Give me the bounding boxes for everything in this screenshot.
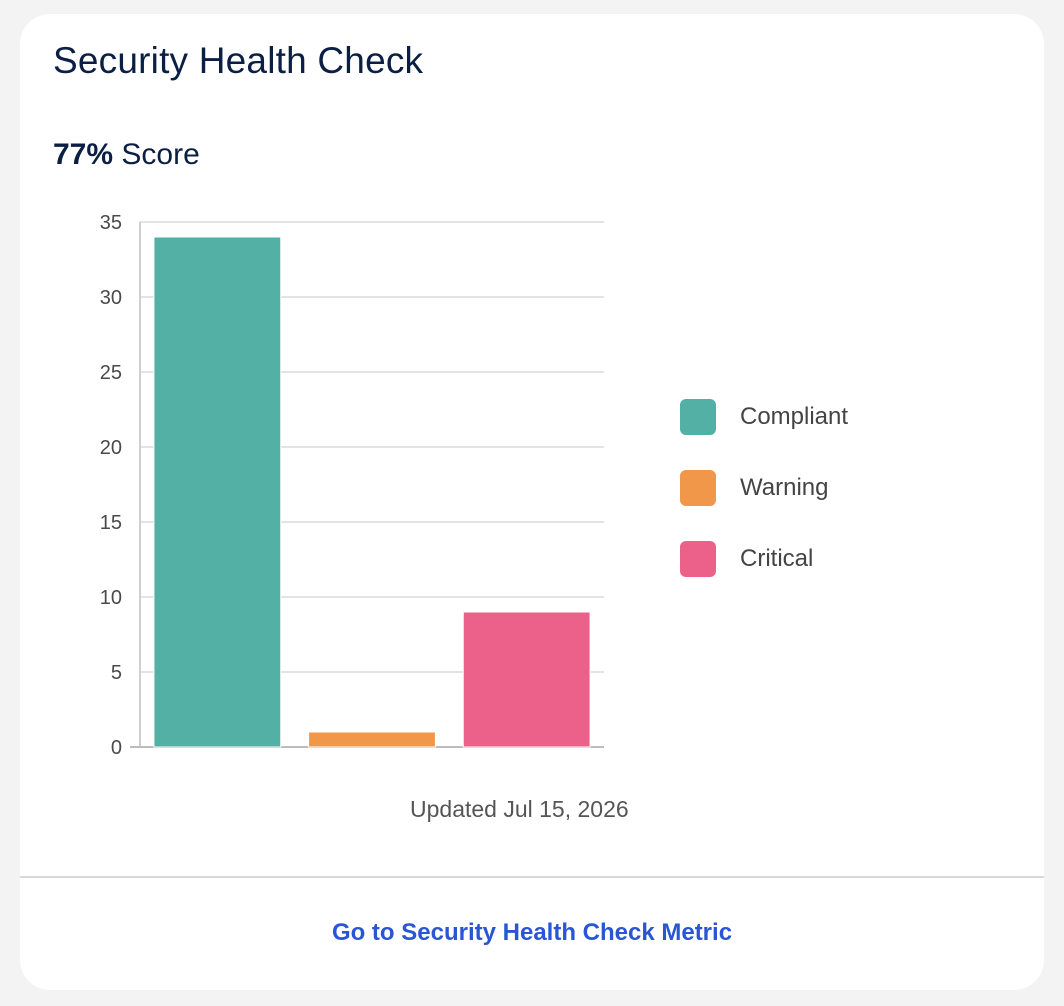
bar-compliant (153, 236, 282, 748)
card-title: Security Health Check (53, 40, 424, 81)
bar-warning (308, 731, 436, 748)
score-value: 77% (53, 138, 114, 171)
y-tick-label: 30 (100, 287, 122, 309)
bar-chart: 0 5 10 15 20 25 30 35 (100, 212, 604, 759)
bar-critical (462, 611, 591, 748)
y-tick-label: 0 (111, 737, 122, 759)
go-to-metric-link[interactable]: Go to Security Health Check Metric (331, 919, 733, 946)
y-tick-label: 20 (100, 437, 122, 459)
legend-swatch-compliant (680, 399, 716, 435)
y-tick-label: 35 (100, 212, 122, 234)
legend-item-warning: Warning (680, 470, 848, 506)
legend-swatch-critical (680, 541, 716, 577)
legend-item-compliant: Compliant (680, 399, 848, 435)
score-summary: 77% Score (53, 138, 200, 172)
score-label: Score (121, 138, 200, 171)
legend-label-critical: Critical (740, 545, 814, 572)
updated-timestamp: Updated Jul 15, 2026 (410, 796, 629, 822)
y-tick-label: 15 (100, 512, 122, 534)
legend-label-warning: Warning (740, 474, 829, 501)
chart-legend: Compliant Warning Critical (680, 399, 848, 612)
legend-label-compliant: Compliant (740, 403, 849, 430)
y-tick-label: 5 (111, 662, 122, 684)
security-health-check-card: Security Health Check 77% Score 0 5 10 15 20… (20, 14, 1044, 990)
y-tick-label: 10 (100, 587, 122, 609)
footer-divider (20, 876, 1044, 878)
legend-swatch-warning (680, 470, 716, 506)
y-tick-label: 25 (100, 362, 122, 384)
legend-item-critical: Critical (680, 541, 848, 577)
